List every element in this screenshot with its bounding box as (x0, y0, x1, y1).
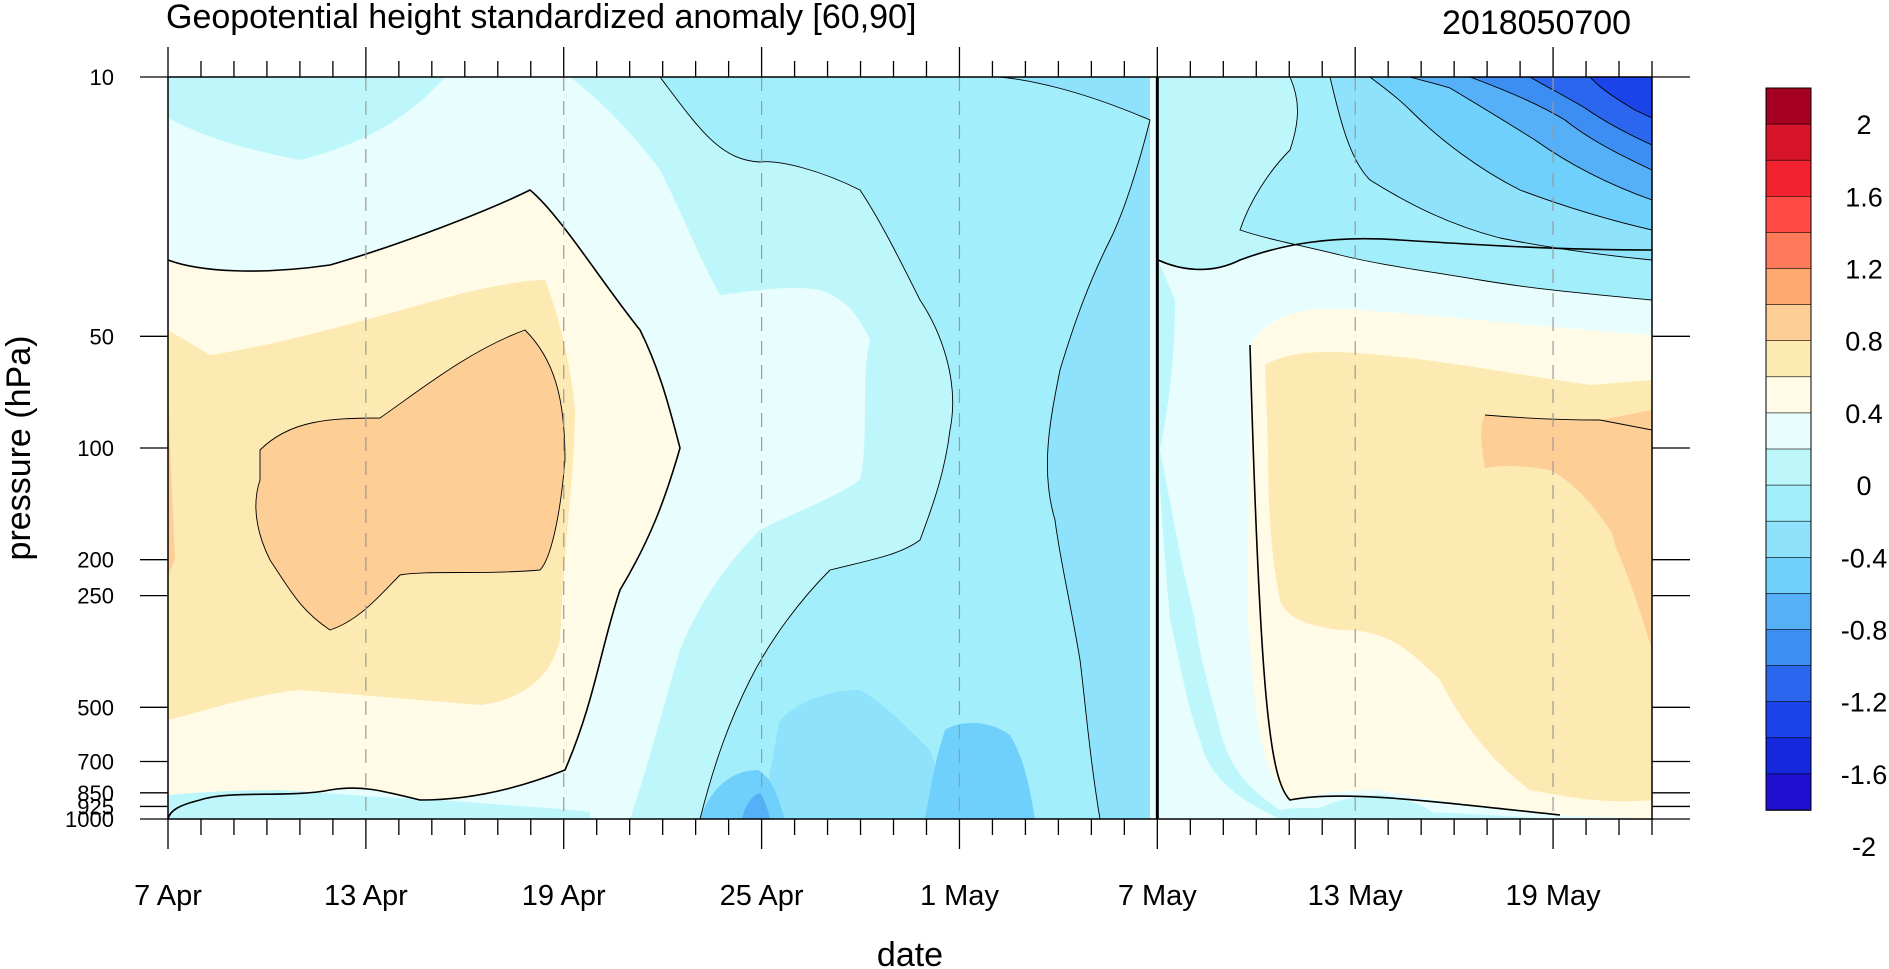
contour-bottom-left-cyan (168, 790, 590, 819)
y-tick-label: 10 (90, 65, 114, 90)
colorbar-swatch (1765, 665, 1812, 703)
x-tick-label: 7 May (1118, 880, 1197, 912)
colorbar-label: -2 (1852, 832, 1876, 862)
contour-line-ur-5 (1469, 77, 1652, 171)
contour-line-ur-4 (1409, 77, 1652, 201)
colorbar-swatch (1765, 701, 1812, 739)
y-tick-label: 1000 (65, 807, 114, 832)
contour-line-ur-6 (1529, 77, 1652, 146)
colorbar-label: 0 (1856, 471, 1871, 501)
colorbar-swatch (1765, 556, 1812, 595)
y-tick-label: 700 (77, 750, 114, 775)
contour-line-ur-1 (1239, 77, 1652, 301)
y-tick-label: 50 (90, 324, 114, 349)
contour-right-0.8-edge (1600, 410, 1652, 650)
colorbar-swatch (1765, 159, 1812, 198)
colorbar-frame (1765, 87, 1812, 811)
x-tick-label: 1 May (920, 880, 999, 912)
chart-title: Geopotential height standardized anomaly… (166, 0, 917, 36)
colorbar-swatch (1765, 196, 1812, 234)
x-tick-label: 25 Apr (720, 880, 804, 912)
grid-lines (365, 77, 1554, 819)
contour-upper-left-cyan (168, 77, 445, 160)
contour-center--1.2-low (742, 793, 770, 819)
contour-line-0-early (168, 189, 681, 819)
contour-line-0-right-bot (1249, 344, 1561, 816)
contour-line-early-0.8 (255, 329, 566, 631)
colorbar-swatch (1765, 773, 1812, 811)
colorbar-swatch (1765, 87, 1812, 125)
colorbar-swatch (1765, 520, 1812, 559)
y-tick-label: 200 (77, 548, 114, 573)
y-tick-label: 850 (77, 781, 114, 806)
colorbar-swatch (1765, 593, 1812, 631)
colorbar-swatch (1765, 232, 1812, 270)
contour-line-right-0.8 (1484, 414, 1652, 431)
contour-line-ur-2 (1329, 77, 1652, 261)
contour-center--0.6 (660, 77, 1150, 819)
x-axis-label: date (877, 936, 943, 969)
x-tick-label: 13 Apr (324, 880, 408, 912)
y-axis-label: pressure (hPa) (0, 336, 38, 561)
x-axis: 7 Apr 13 Apr 19 Apr 25 Apr 1 May 7 May 13 May 1… (134, 47, 1653, 912)
colorbar-swatch (1765, 629, 1812, 667)
y-tick-label: 925 (77, 794, 114, 819)
colorbar-label: -1.6 (1841, 760, 1888, 790)
contour-center2--1.0 (925, 723, 1035, 819)
chart-right-title: 2018050700 (1442, 4, 1632, 42)
colorbar-swatch (1765, 268, 1812, 306)
colorbar-label: -0.8 (1841, 616, 1888, 646)
colorbar-swatch (1765, 484, 1812, 523)
contour-lines (168, 77, 1652, 819)
contour-line-center-2 (999, 77, 1151, 819)
contour-center--0.8-right (1000, 77, 1150, 819)
colorbar-swatch (1765, 412, 1812, 450)
colorbar-swatch (1765, 123, 1812, 161)
contour-fill (168, 77, 1652, 819)
colorbar-label: 1.6 (1845, 182, 1883, 212)
contour-bottom-right-cyan (1300, 795, 1440, 819)
colorbar-label: 0.8 (1845, 327, 1883, 357)
x-tick-label: 13 May (1308, 880, 1404, 912)
colorbar-swatch (1765, 448, 1812, 486)
y-tick-label: 100 (77, 436, 114, 461)
contour-line-ur-7 (1589, 77, 1652, 119)
x-tick-label: 19 Apr (522, 880, 606, 912)
contour-early-0.8 (255, 330, 566, 630)
x-tick-label: 7 Apr (134, 880, 202, 912)
colorbar: 2 1.6 1.2 0.8 0.4 0 -0.4 -0.8 -1.2 -1.6 -2 (1765, 87, 1888, 862)
colorbar-swatch (1765, 304, 1812, 342)
colorbar-swatch (1765, 340, 1812, 378)
colorbar-label: 0.4 (1845, 399, 1883, 429)
colorbar-swatch (1765, 737, 1812, 775)
y-tick-label: 500 (77, 695, 114, 720)
contour-center--0.8-low (760, 690, 950, 819)
colorbar-label: -0.4 (1841, 543, 1888, 573)
contour-line-0-right-top (1157, 237, 1652, 271)
contour-early-edge (168, 400, 175, 575)
colorbar-label: 1.2 (1845, 255, 1883, 285)
y-tick-label: 250 (77, 584, 114, 609)
x-tick-label: 19 May (1506, 880, 1602, 912)
colorbar-swatch (1765, 376, 1812, 414)
colorbar-label: -1.2 (1841, 688, 1888, 718)
contour-line-ur-3 (1369, 77, 1652, 231)
contour-ur--1.8 (1590, 77, 1652, 118)
colorbar-label: 2 (1856, 110, 1871, 140)
